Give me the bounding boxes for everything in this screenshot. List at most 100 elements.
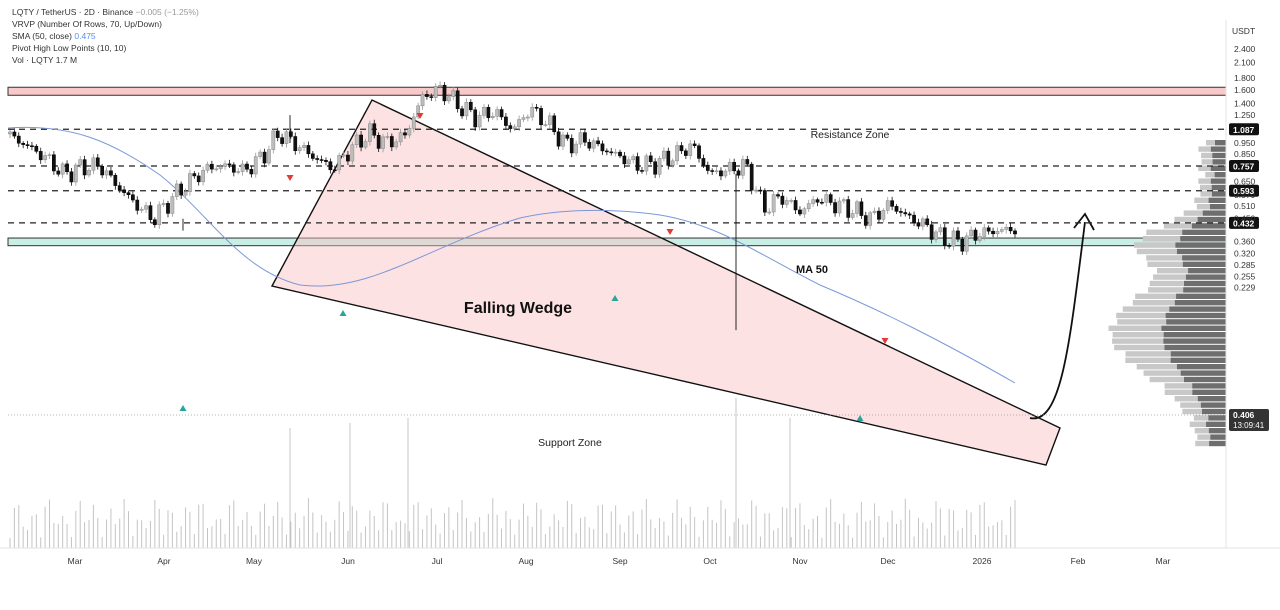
volume-bar: [180, 526, 182, 548]
candle-body: [539, 108, 543, 126]
candle-body: [964, 235, 969, 252]
legend-pivot[interactable]: Pivot High Low Points (10, 10): [12, 43, 127, 53]
pivot-low-marker: [856, 415, 864, 421]
price-tick-label: 0.570: [1234, 190, 1256, 200]
candle-body: [346, 154, 350, 162]
candle-body: [828, 194, 833, 203]
volume-bar: [404, 523, 406, 548]
volume-bar: [975, 534, 977, 548]
volume-bar: [57, 524, 59, 548]
candle-body: [275, 130, 280, 138]
legend-vrvp[interactable]: VRVP (Number Of Rows, 70, Up/Down): [12, 19, 162, 29]
candle-body: [152, 219, 157, 226]
price-axis[interactable]: [1225, 20, 1269, 548]
price-tick-label: 0.255: [1234, 271, 1256, 281]
vrvp-bar-up: [1149, 280, 1185, 287]
candle-body: [126, 192, 131, 195]
candle-body: [468, 101, 473, 111]
volume-bar: [852, 537, 854, 548]
volume-bar: [966, 509, 968, 548]
volume-bar: [149, 520, 151, 548]
volume-bar: [206, 527, 208, 548]
volume-bar: [27, 529, 29, 548]
candle-body: [337, 155, 341, 171]
candle-body: [837, 200, 842, 214]
volume-bar: [79, 500, 81, 548]
candle-body: [258, 151, 263, 157]
vrvp-bar-up: [1197, 434, 1211, 440]
volume-bar: [509, 519, 511, 548]
candle-body: [218, 166, 223, 170]
candle-body: [16, 135, 21, 144]
candle-body: [741, 159, 745, 176]
volume-bar: [158, 508, 160, 548]
vrvp-bar-up: [1196, 204, 1210, 210]
price-tick-label: 1.800: [1234, 73, 1256, 83]
legend-symbol[interactable]: LQTY / TetherUS · 2D · Binance −0.005 (−…: [12, 6, 199, 18]
candle-body: [934, 231, 938, 240]
volume-bar: [426, 515, 428, 548]
falling-wedge-label: Falling Wedge: [464, 300, 572, 317]
candle-body: [890, 200, 894, 207]
candle-body: [925, 218, 930, 225]
volume-bar: [667, 535, 669, 548]
vrvp-bar-up: [1146, 229, 1183, 235]
volume-bar: [281, 517, 283, 548]
volume-bar: [391, 530, 393, 548]
candle-body: [38, 151, 43, 161]
volume-bar: [580, 517, 582, 548]
volume-bar: [430, 508, 432, 548]
vrvp-bar-down: [1180, 370, 1226, 376]
candle-body: [609, 151, 614, 154]
price-level-box: [1229, 159, 1259, 172]
volume-profile-layer: [1108, 140, 1226, 447]
legend-sma[interactable]: SMA (50, close) 0.475: [12, 30, 199, 42]
vrvp-bar-up: [1134, 242, 1176, 248]
candle-body: [995, 231, 1000, 235]
candle-body: [736, 170, 741, 176]
candles-layer: [8, 81, 1017, 331]
volume-bar: [768, 513, 770, 548]
vol-value: 1.7 M: [55, 55, 78, 65]
candle-body: [591, 140, 596, 149]
vrvp-bar-up: [1195, 440, 1210, 447]
volume-bar: [220, 518, 222, 548]
candle-body: [289, 131, 293, 137]
price-tick-label: 1.600: [1234, 85, 1256, 95]
candle-body: [319, 159, 324, 161]
volume-bar: [676, 499, 678, 548]
vrvp-bar-down: [1211, 191, 1226, 197]
candle-body: [662, 150, 666, 159]
candle-body: [596, 140, 600, 145]
vrvp-bar-up: [1136, 248, 1177, 255]
vrvp-bar-down: [1185, 274, 1226, 280]
volume-bar: [803, 525, 805, 548]
vrvp-bar-up: [1149, 376, 1184, 383]
candle-body: [1008, 226, 1013, 232]
volume-bar: [13, 507, 15, 548]
candle-body: [73, 164, 78, 183]
candle-body: [293, 136, 298, 152]
volume-bar: [1001, 520, 1003, 548]
vrvp-bar-up: [1200, 191, 1212, 197]
candle-body: [605, 150, 609, 153]
volume-bar: [996, 522, 998, 548]
time-tick-label: Mar: [1156, 556, 1171, 566]
volume-bar: [733, 522, 735, 548]
volume-bar: [944, 535, 946, 548]
legend-volume[interactable]: Vol · LQTY 1.7 M: [12, 54, 199, 66]
vrvp-bar-up: [1112, 332, 1164, 338]
volume-bar: [751, 500, 753, 548]
candle-body: [196, 175, 201, 183]
volume-bar: [408, 531, 410, 548]
pivot-high-marker: [881, 338, 889, 344]
volume-bar: [632, 511, 634, 548]
volume-bar: [360, 532, 362, 548]
vrvp-bar-up: [1198, 165, 1211, 171]
candle-body: [881, 210, 886, 220]
candle-body: [65, 163, 69, 173]
volume-bar: [575, 533, 577, 548]
candle-body: [100, 166, 105, 176]
volume-bar: [773, 530, 775, 548]
